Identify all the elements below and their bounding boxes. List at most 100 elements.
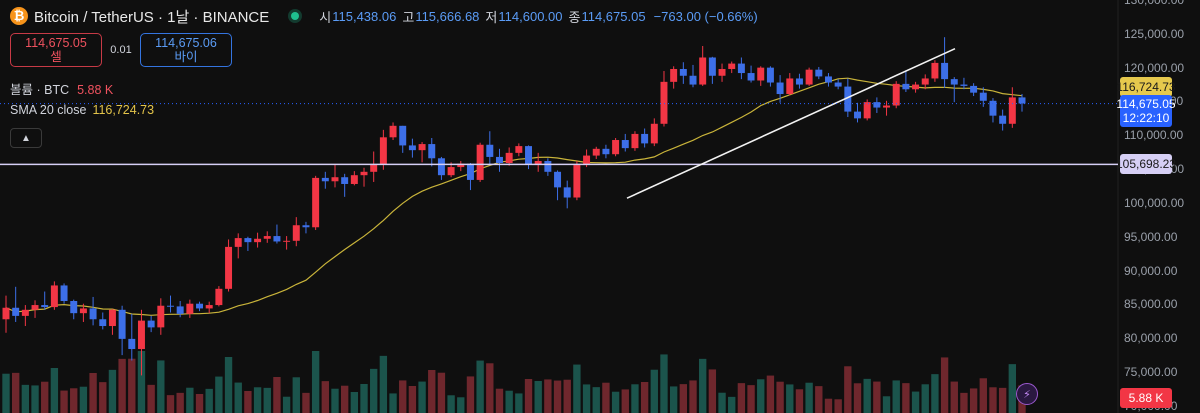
volume-bar	[302, 392, 310, 413]
price-axis-tick: 95,000.00	[1124, 229, 1178, 244]
volume-bar	[495, 388, 504, 413]
candle-body	[805, 69, 813, 85]
candle-body	[418, 144, 426, 151]
candle-body	[12, 307, 20, 316]
symbol-title[interactable]: Bitcoin / TetherUS · 1날 · BINANCE	[34, 8, 270, 26]
candle-body	[834, 82, 842, 87]
volume-bar	[650, 369, 658, 413]
volume-bar	[660, 354, 668, 413]
volume-bar	[737, 383, 746, 413]
volume-bar	[873, 381, 881, 413]
volume-bar	[195, 394, 204, 413]
sma-price-tag: 116,724.73	[1116, 77, 1176, 97]
price-axis-tick: 110,000.00	[1124, 128, 1184, 143]
volume-bar	[931, 374, 939, 413]
candle-body	[360, 171, 368, 176]
candle-body	[176, 306, 184, 314]
candle-body	[563, 187, 571, 198]
candle-body	[283, 240, 291, 242]
candle-body	[273, 236, 281, 242]
lightning-icon[interactable]: ⚡	[1016, 383, 1038, 405]
volume-bar	[902, 383, 910, 413]
candle-body	[79, 308, 87, 314]
candle-body	[486, 144, 494, 157]
volume-bar	[234, 382, 242, 413]
volume-bar	[621, 389, 629, 413]
candle-body	[466, 163, 474, 180]
low-value: 114,600.00	[498, 8, 563, 24]
volume-bar	[166, 395, 175, 413]
volume-bar	[263, 387, 271, 413]
candle-body	[157, 305, 165, 328]
sell-button[interactable]: 114,675.05 셀	[10, 33, 102, 67]
volume-bar	[795, 389, 804, 413]
close-label: 종	[568, 9, 581, 25]
volume-bar	[940, 357, 949, 413]
volume-bar	[370, 368, 378, 413]
candle-body	[534, 160, 542, 165]
volume-bar	[563, 379, 571, 413]
horizontal-line-tag: 105,698.23	[1116, 154, 1176, 174]
candle-body	[854, 111, 861, 119]
symbol-header: ₿ Bitcoin / TetherUS · 1날 · BINANCE 시 115…	[10, 5, 758, 27]
candle-body	[244, 238, 252, 243]
high-label: 고	[402, 9, 415, 25]
volume-bar	[534, 381, 542, 413]
candle-body	[60, 285, 68, 301]
candle-body	[41, 305, 49, 308]
candle-body	[457, 163, 465, 168]
volume-legend-label: 볼륨 · BTC	[10, 83, 70, 97]
volume-bar	[408, 386, 417, 413]
volume-bar	[253, 387, 262, 413]
candle-body	[89, 308, 97, 320]
volume-bar	[669, 386, 678, 413]
volume-bar	[31, 385, 39, 413]
volume-bar	[41, 381, 49, 413]
volume-bar	[853, 383, 862, 413]
volume-bar	[311, 351, 320, 413]
last-price-tag: 114,675.05 12:22:10	[1116, 95, 1176, 127]
candle-body	[370, 164, 378, 172]
candle-body	[302, 225, 310, 228]
volume-bar	[350, 392, 359, 413]
volume-tag: 5.88 K	[1120, 388, 1172, 408]
volume-bar	[282, 396, 291, 413]
volume-bar	[505, 390, 513, 413]
candle-body	[960, 84, 968, 86]
candle-body	[776, 82, 784, 95]
volume-bar	[824, 398, 833, 413]
candle-body	[844, 86, 852, 112]
sell-label: 셀	[50, 50, 62, 64]
volume-bar	[137, 351, 146, 413]
bar-countdown: 12:22:10	[1122, 111, 1170, 125]
candle-body	[592, 148, 600, 156]
candle-body	[554, 171, 562, 188]
sma-legend[interactable]: SMA 20 close 116,724.73	[10, 103, 154, 117]
volume-bar	[70, 388, 78, 413]
candle-body	[950, 79, 958, 85]
volume-bar	[834, 399, 842, 413]
candle-body	[292, 225, 300, 241]
volume-legend[interactable]: 볼륨 · BTC 5.88 K	[10, 79, 113, 98]
price-axis-tick: 100,000.00	[1124, 195, 1185, 210]
low-label: 저	[485, 9, 498, 25]
buy-button[interactable]: 114,675.06 바이	[140, 33, 232, 67]
candle-body	[108, 309, 116, 327]
candle-body	[1018, 97, 1026, 104]
volume-bar	[486, 363, 494, 413]
volume-bar	[815, 386, 823, 413]
candle-body	[989, 100, 997, 116]
volume-bar	[176, 392, 184, 413]
candle-body	[447, 167, 455, 176]
candle-body	[137, 320, 145, 350]
candle-body	[379, 137, 387, 165]
volume-bar	[389, 393, 397, 413]
candle-body	[631, 133, 639, 149]
candle-body	[679, 68, 687, 76]
chevron-up-icon[interactable]: ▲	[10, 128, 42, 148]
candle-body	[602, 148, 610, 155]
candle-body	[215, 288, 223, 306]
candle-body	[408, 145, 416, 151]
volume-bar	[892, 380, 900, 413]
